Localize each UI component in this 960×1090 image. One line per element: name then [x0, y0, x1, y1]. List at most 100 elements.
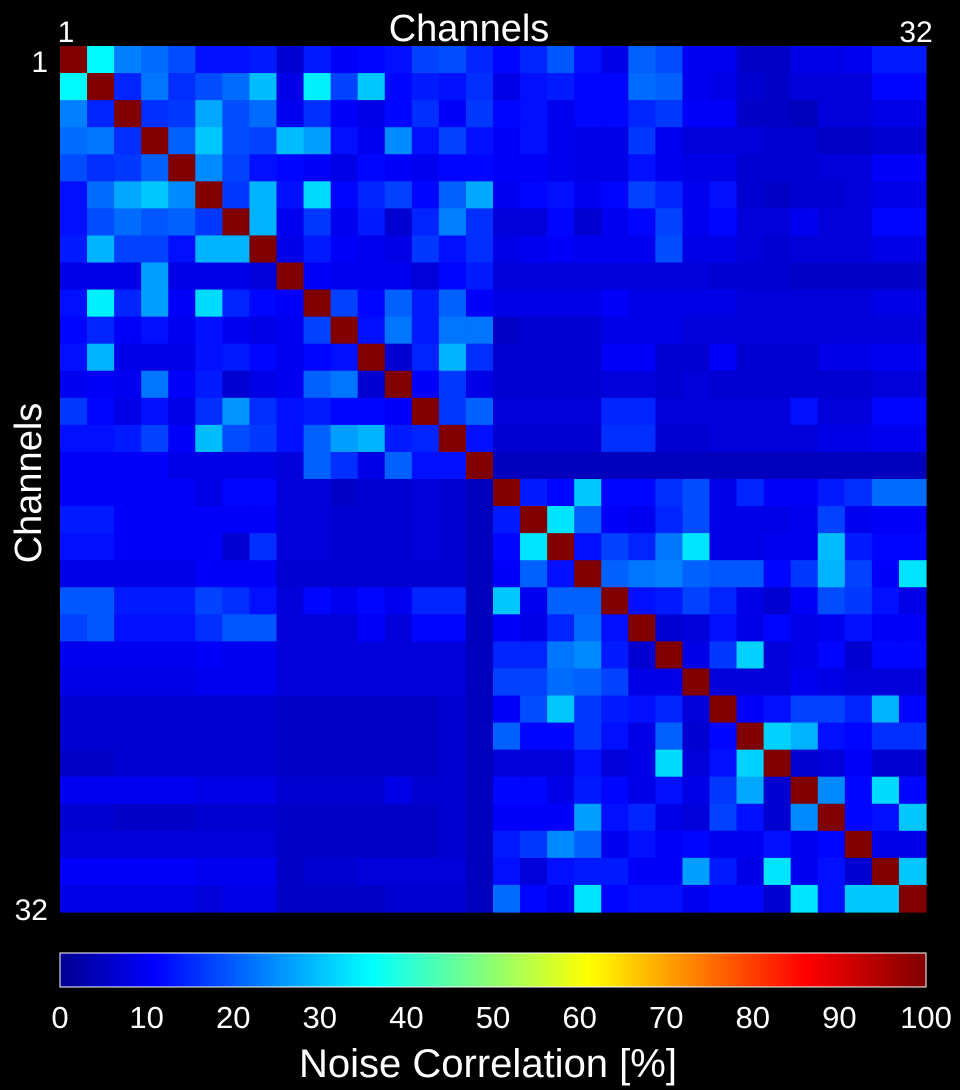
heatmap-cell-27-4: [141, 749, 169, 778]
heatmap-cell-12-22: [628, 343, 656, 372]
heatmap-cell-2-6: [195, 73, 223, 101]
heatmap-cell-10-2: [87, 289, 115, 318]
heatmap-cell-29-28: [790, 803, 819, 832]
heatmap-cell-17-31: [871, 479, 900, 507]
heatmap-cell-6-20: [574, 181, 602, 209]
heatmap-cell-8-18: [520, 235, 548, 264]
heatmap-cell-18-21: [601, 506, 629, 534]
heatmap-cell-32-4: [141, 884, 169, 913]
heatmap-cell-29-7: [222, 803, 251, 832]
heatmap-cell-25-18: [520, 695, 548, 724]
heatmap-cell-10-13: [384, 289, 413, 318]
heatmap-cell-25-5: [168, 695, 196, 724]
heatmap-cell-9-24: [682, 262, 711, 291]
heatmap-cell-30-10: [303, 830, 332, 859]
heatmap-cell-31-11: [330, 857, 359, 886]
heatmap-cell-10-5: [168, 289, 196, 318]
heatmap-cell-9-20: [574, 262, 602, 291]
heatmap-cell-12-25: [709, 343, 738, 372]
heatmap-cell-10-15: [438, 289, 467, 318]
heatmap-cell-12-16: [465, 343, 494, 372]
heatmap-cell-15-5: [168, 424, 196, 453]
heatmap-cell-5-20: [574, 154, 602, 182]
heatmap-cell-4-8: [249, 127, 278, 155]
heatmap-cell-10-4: [141, 289, 169, 318]
heatmap-cell-18-16: [465, 506, 494, 534]
heatmap-cell-4-20: [574, 127, 602, 155]
heatmap-cell-29-25: [709, 803, 738, 832]
heatmap-cell-6-7: [222, 181, 251, 209]
heatmap-cell-6-9: [276, 181, 305, 209]
heatmap-cell-14-18: [520, 397, 548, 426]
heatmap-cell-24-4: [141, 668, 169, 697]
heatmap-cell-16-11: [330, 451, 359, 480]
heatmap-cell-25-2: [87, 695, 115, 724]
heatmap-cell-31-3: [114, 857, 142, 886]
heatmap-cell-31-15: [438, 857, 467, 886]
heatmap-cell-18-29: [817, 506, 846, 534]
heatmap-cell-19-6: [195, 533, 223, 561]
heatmap-cell-8-24: [682, 235, 711, 264]
heatmap-cell-25-31: [871, 695, 900, 724]
heatmap-cell-28-11: [330, 776, 359, 805]
heatmap-cell-22-20: [574, 614, 602, 642]
heatmap-cell-28-31: [871, 776, 900, 805]
heatmap-cell-3-19: [547, 100, 575, 128]
heatmap-cell-28-5: [168, 776, 196, 805]
heatmap-cell-4-14: [411, 127, 440, 155]
heatmap-cell-8-15: [438, 235, 467, 264]
heatmap-cell-31-9: [276, 857, 305, 886]
heatmap-cell-31-4: [141, 857, 169, 886]
heatmap-cell-27-16: [465, 749, 494, 778]
heatmap-cell-32-18: [520, 884, 548, 913]
heatmap-cell-14-12: [357, 397, 386, 426]
heatmap-cell-25-11: [330, 695, 359, 724]
heatmap-cell-12-8: [249, 343, 278, 372]
heatmap-cell-2-15: [438, 73, 467, 101]
heatmap-cell-5-1: [60, 154, 88, 182]
heatmap-cell-18-18: [520, 506, 548, 534]
heatmap-cell-19-11: [330, 533, 359, 561]
heatmap-cell-12-17: [493, 343, 521, 372]
heatmap-cell-11-28: [790, 316, 819, 345]
heatmap-cell-31-25: [709, 857, 738, 886]
heatmap-cell-24-13: [384, 668, 413, 697]
heatmap-cell-1-7: [222, 46, 251, 74]
heatmap-cell-21-15: [438, 587, 467, 615]
heatmap-cell-26-22: [628, 722, 656, 751]
heatmap-cell-19-28: [790, 533, 819, 561]
heatmap-cell-13-15: [438, 370, 467, 399]
heatmap-cell-8-21: [601, 235, 629, 264]
heatmap-cell-3-23: [655, 100, 684, 128]
heatmap-cell-32-12: [357, 884, 386, 913]
heatmap-cell-32-17: [493, 884, 521, 913]
heatmap-cell-19-31: [871, 533, 900, 561]
heatmap-cell-1-32: [898, 46, 927, 74]
heatmap-cell-6-31: [871, 181, 900, 209]
heatmap-cell-17-3: [114, 479, 142, 507]
heatmap-cell-30-22: [628, 830, 656, 859]
heatmap-cell-7-7: [222, 208, 251, 237]
heatmap-cell-1-12: [357, 46, 386, 74]
heatmap-cell-20-18: [520, 560, 548, 588]
heatmap-cell-8-6: [195, 235, 223, 264]
heatmap-cell-17-15: [438, 479, 467, 507]
heatmap-cell-31-13: [384, 857, 413, 886]
heatmap-cell-13-24: [682, 370, 711, 399]
heatmap-cell-17-5: [168, 479, 196, 507]
heatmap-cell-19-24: [682, 533, 711, 561]
heatmap-cell-4-11: [330, 127, 359, 155]
heatmap-cell-21-19: [547, 587, 575, 615]
heatmap-cell-9-28: [790, 262, 819, 291]
heatmap-cell-15-13: [384, 424, 413, 453]
heatmap-cell-22-9: [276, 614, 305, 642]
heatmap-cell-23-7: [222, 641, 251, 670]
heatmap-cell-9-26: [736, 262, 765, 291]
heatmap-cell-18-20: [574, 506, 602, 534]
heatmap-cell-22-11: [330, 614, 359, 642]
heatmap-cell-16-2: [87, 451, 115, 480]
heatmap-cell-19-20: [574, 533, 602, 561]
heatmap-cell-13-4: [141, 370, 169, 399]
heatmap-cell-26-7: [222, 722, 251, 751]
heatmap-cell-13-25: [709, 370, 738, 399]
